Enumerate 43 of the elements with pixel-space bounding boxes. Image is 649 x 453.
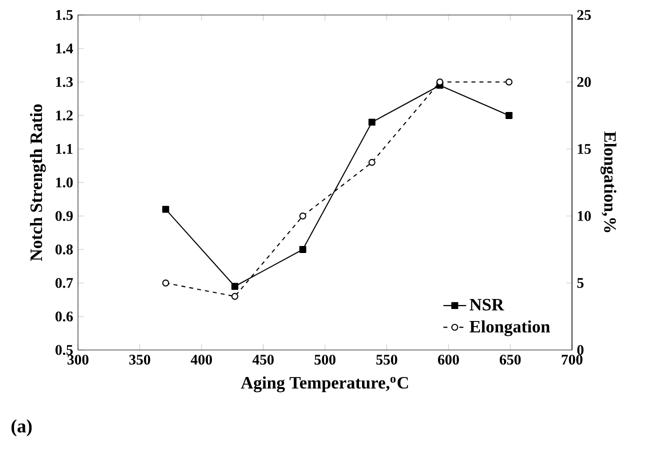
x-tick-label: 350	[129, 354, 150, 365]
y-tick-label: 0.9	[56, 211, 73, 221]
x-tick-label: 600	[438, 354, 459, 365]
x-tick-label: 700	[562, 354, 582, 365]
y-tick-label: 1.3	[56, 77, 73, 87]
y2-tick-label: 25	[577, 10, 591, 20]
point	[162, 280, 170, 286]
y2-tick-label: 10	[578, 211, 591, 221]
point	[506, 78, 512, 86]
point	[436, 78, 444, 86]
point	[368, 118, 376, 126]
y-tick-label: 0.6	[56, 312, 73, 322]
y2-axis-title: Elongation,%	[600, 132, 616, 232]
y-tick-label: 1.1	[56, 144, 73, 154]
y-tick-label: 0.8	[56, 244, 73, 254]
point	[299, 212, 306, 220]
y2-tick-label: 0	[577, 345, 584, 355]
y-tick-label: 1.4	[56, 44, 74, 54]
point	[231, 282, 238, 290]
text: (a)	[12, 419, 32, 436]
y-tick-label: 0.7	[56, 278, 73, 288]
x-tick-label: 500	[314, 354, 336, 365]
legend-label: Elongation	[470, 320, 550, 336]
point	[299, 246, 306, 253]
x-tick-label: 300	[68, 354, 88, 365]
y-tick-label: 1.0	[56, 178, 73, 188]
y-tick-label: 1.2	[56, 110, 73, 120]
point	[506, 112, 512, 119]
y-tick-label: 1.5	[56, 10, 73, 20]
y2-tick-label: 20	[577, 77, 591, 87]
y-tick-label: 0.5	[56, 345, 73, 355]
point	[162, 206, 170, 213]
x-tick-label: 450	[252, 354, 274, 365]
y2-tick-label: 5	[577, 278, 584, 288]
x-tick-label: 650	[500, 354, 521, 365]
x-tick-label: 550	[376, 354, 398, 365]
y-axis-title: Notch Strength Ratio	[30, 104, 46, 261]
point	[231, 292, 238, 300]
x-tick-label: 400	[190, 354, 212, 365]
legend-label: NSR	[470, 298, 504, 310]
point	[368, 158, 376, 166]
y2-tick-label: 15	[578, 144, 591, 154]
x-axis-title: Aging Temperature,$^{o}$C	[240, 376, 408, 392]
